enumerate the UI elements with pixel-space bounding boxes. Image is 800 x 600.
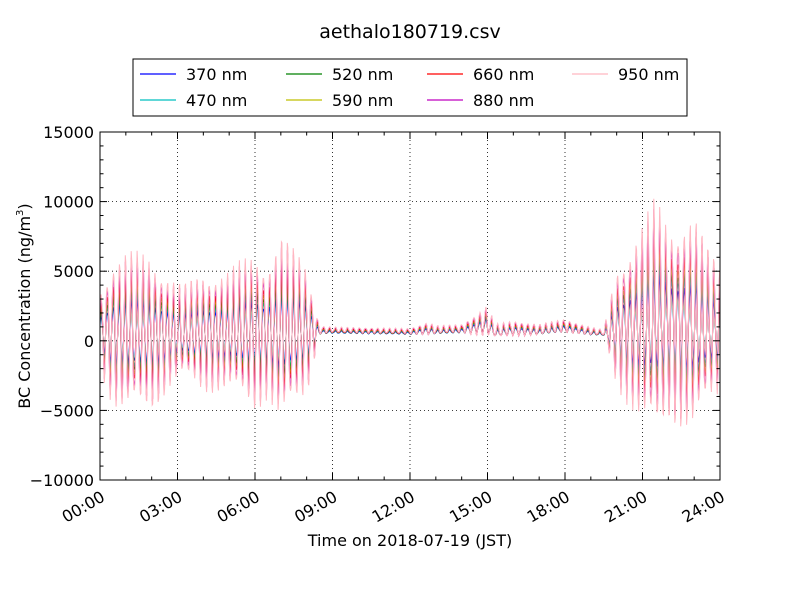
legend-item: 590 nm [286,91,393,110]
x-tick-label: 06:00 [214,487,263,527]
y-tick-label: −10000 [30,471,94,490]
x-tick-label: 09:00 [291,487,340,527]
legend-box [132,58,688,117]
legend-label: 520 nm [332,65,393,84]
series-line-950-nm [100,198,720,427]
legend-label: 660 nm [473,65,534,84]
legend-item: 520 nm [286,65,393,84]
x-axis-label: Time on 2018-07-19 (JST) [307,531,512,550]
y-tick-label: 5000 [53,262,94,281]
y-tick-label: −5000 [40,401,94,420]
x-tick-label: 12:00 [369,487,418,527]
x-tick-label: 15:00 [446,487,495,527]
legend-item: 950 nm [572,65,679,84]
x-tick-label: 21:00 [601,487,650,527]
y-tick-label: 10000 [43,193,94,212]
y-tick-label: 15000 [43,123,94,142]
legend-item: 370 nm [140,65,247,84]
plot-area [99,131,721,481]
chart-title: aethalo180719.csv [319,21,501,43]
legend-item: 660 nm [427,65,534,84]
series-line-370-nm [100,270,720,374]
legend-label: 470 nm [186,91,247,110]
legend-label: 880 nm [473,91,534,110]
legend-label: 950 nm [618,65,679,84]
y-axis-label: BC Concentration (ng/m3) [15,203,34,408]
legend-label: 590 nm [332,91,393,110]
legend-item: 470 nm [140,91,247,110]
x-tick-label: 18:00 [524,487,573,527]
x-tick-label: 24:00 [679,487,728,527]
legend: 370 nm 470 nm 520 nm 590 nm 660 nm 880 nm 950 … [132,58,688,117]
x-tick-label: 03:00 [136,487,185,527]
legend-label: 370 nm [186,65,247,84]
legend-item: 880 nm [427,91,534,110]
y-tick-label: 0 [84,332,94,351]
x-tick-label: 00:00 [59,487,108,527]
